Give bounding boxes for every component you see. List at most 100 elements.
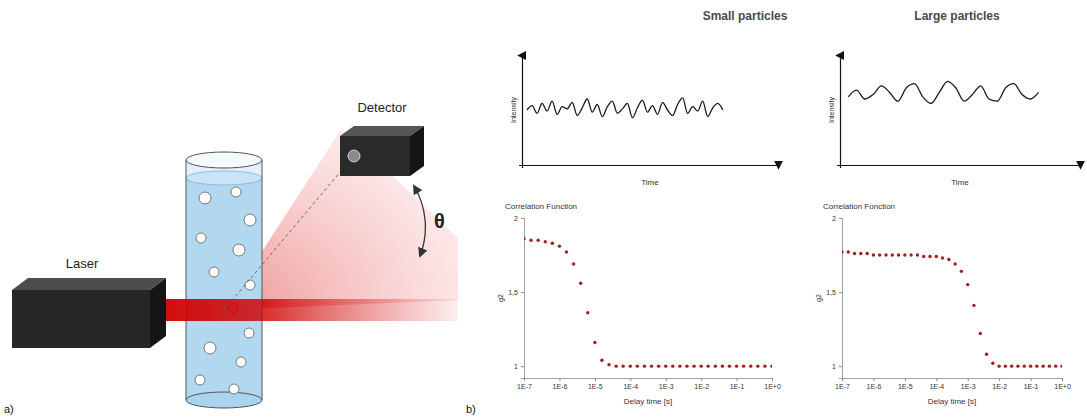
data-point [685, 364, 688, 367]
x-tick-label: 1E-7 [517, 383, 532, 390]
data-point [1029, 364, 1032, 367]
data-point [865, 252, 868, 255]
data-point [678, 364, 681, 367]
particle [204, 342, 216, 354]
y-tick-label: 1,5 [508, 289, 518, 296]
x-tick: 1E-3 [659, 378, 674, 390]
y-tick-label: 1 [832, 363, 836, 370]
column-title: Large particles [914, 9, 1000, 23]
data-point [551, 241, 554, 244]
x-tick: 1E-1 [1024, 378, 1039, 390]
y-axis-line [519, 56, 523, 166]
x-tick-label: 1E-4 [929, 383, 944, 390]
y-axis-title: g2 [815, 294, 823, 302]
x-tick: 1E-5 [898, 378, 913, 390]
y-tick: 1,5 [826, 289, 842, 296]
x-tick: 1E+0 [1054, 378, 1071, 390]
x-tick-mark [936, 378, 937, 381]
x-tick-mark [999, 378, 1000, 381]
data-point [1048, 364, 1051, 367]
angle-label: θ [434, 210, 445, 232]
data-point [842, 250, 844, 253]
x-tick: 1E-7 [517, 378, 532, 390]
detector-side [410, 126, 424, 176]
y-tick-mark [839, 218, 842, 219]
cuvette-top [186, 152, 262, 168]
laser-top [12, 278, 166, 290]
data-point [953, 262, 956, 265]
x-tick: 1E-1 [730, 378, 745, 390]
sight-line [224, 158, 352, 310]
y-tick-mark [521, 366, 524, 367]
data-point [536, 239, 539, 242]
data-point [714, 364, 717, 367]
data-point [544, 240, 547, 243]
data-point [991, 361, 994, 364]
chart: Time Intensity [828, 56, 1081, 188]
data-point [529, 239, 532, 242]
particle [236, 357, 246, 367]
data-point [941, 256, 944, 259]
data-point [928, 255, 931, 258]
data-point [629, 364, 632, 367]
y-axis-title: Intensity [828, 96, 836, 123]
particle [244, 328, 254, 338]
x-tick-mark [666, 378, 667, 381]
y-axis-line [839, 219, 843, 379]
y-tick-label: 2 [514, 215, 518, 222]
chart: TimeIntensity [510, 56, 779, 188]
x-tick-label: 1E-7 [835, 383, 850, 390]
data-point [985, 353, 988, 356]
plot-data [527, 98, 723, 118]
x-tick: 1E-4 [929, 378, 944, 390]
data-point [966, 283, 969, 286]
data-point [909, 253, 912, 256]
x-tick: 1E-4 [623, 378, 638, 390]
data-point [960, 270, 963, 273]
x-tick-label: 1E-2 [992, 383, 1007, 390]
x-tick-mark [630, 378, 631, 381]
plot-data [842, 250, 1062, 367]
particle [195, 375, 205, 385]
x-tick: 1E-7 [835, 378, 850, 390]
y-tick: 1,5 [508, 289, 524, 296]
x-axis: 1E-71E-61E-51E-41E-31E-21E-11E+0 [517, 378, 781, 390]
x-tick-mark [559, 378, 560, 381]
laser-side [150, 278, 166, 348]
y-axis: 11,52 [826, 215, 842, 379]
x-tick-label: 1E-4 [623, 383, 638, 390]
y-tick-label: 2 [832, 215, 836, 222]
data-point [853, 252, 856, 255]
y-tick-mark [521, 218, 524, 219]
figure: LaserDetectorθa)b)Small particlesLarge p… [0, 0, 1087, 419]
data-point [1035, 364, 1038, 367]
particle [245, 280, 255, 290]
x-tick: 1E-6 [553, 378, 568, 390]
x-tick-mark [873, 378, 874, 381]
data-point [1004, 364, 1007, 367]
data-point [922, 255, 925, 258]
x-axis-title: Time [951, 178, 969, 187]
y-tick-mark [521, 292, 524, 293]
angle-arc [414, 186, 425, 256]
data-point [671, 364, 674, 367]
x-tick-label: 1E-5 [898, 383, 913, 390]
data-point [763, 364, 766, 367]
data-point [1010, 364, 1013, 367]
x-tick-label: 1E+0 [764, 383, 781, 390]
x-tick-mark [1031, 378, 1032, 381]
data-point [622, 364, 625, 367]
x-axis: 1E-71E-61E-51E-41E-31E-21E-11E+0 [835, 378, 1071, 390]
x-axis-title: Delay time [s] [928, 397, 976, 406]
data-point [935, 255, 938, 258]
data-point [872, 253, 875, 256]
data-point [614, 364, 617, 367]
x-tick: 1E-3 [961, 378, 976, 390]
data-point [903, 253, 906, 256]
chart-title: Correlation Function [505, 202, 577, 211]
setup-diagram: LaserDetectorθ [12, 100, 458, 408]
data-point [600, 359, 603, 362]
laser-label: Laser [66, 256, 99, 271]
plot-data [524, 237, 772, 368]
data-point [770, 364, 772, 367]
